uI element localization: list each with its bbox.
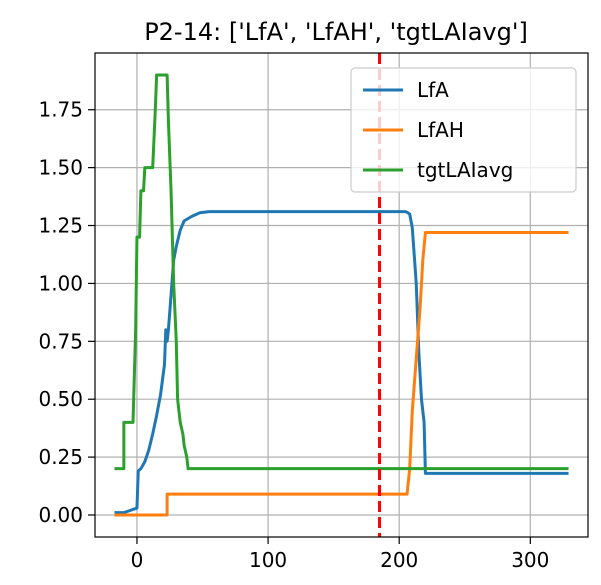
legend-label: tgtLAIavg bbox=[417, 158, 513, 182]
legend-box bbox=[350, 67, 577, 193]
y-tick-label: 1.75 bbox=[38, 98, 83, 122]
x-tick-label: 200 bbox=[380, 548, 418, 572]
x-tick-label: 0 bbox=[131, 548, 144, 572]
y-axis: 0.00 0.25 0.50 0.75 1.00 1.25 1.50 1.75 bbox=[38, 98, 95, 527]
series-lines bbox=[114, 73, 569, 517]
x-axis: 0 100 200 300 bbox=[131, 537, 549, 572]
series-line-LfAH bbox=[114, 230, 569, 517]
plot-area-frame bbox=[94, 52, 589, 538]
x-tick-label: 100 bbox=[249, 548, 287, 572]
y-tick-label: 0.00 bbox=[38, 503, 83, 527]
series-line-tgtLAIavg bbox=[114, 73, 569, 471]
legend: LfA LfAH tgtLAIavg bbox=[350, 67, 577, 193]
legend-label: LfA bbox=[417, 78, 449, 102]
legend-label: LfAH bbox=[417, 118, 464, 142]
x-tick-label: 300 bbox=[511, 548, 549, 572]
y-tick-label: 1.00 bbox=[38, 271, 83, 295]
y-tick-label: 0.75 bbox=[38, 329, 83, 353]
y-tick-label: 1.25 bbox=[38, 214, 83, 238]
series-line-LfA bbox=[114, 210, 569, 515]
y-tick-label: 0.50 bbox=[38, 387, 83, 411]
y-tick-label: 0.25 bbox=[38, 445, 83, 469]
chart-title: P2-14: ['LfA', 'LfAH', 'tgtLAIavg'] bbox=[144, 18, 528, 46]
y-tick-label: 1.50 bbox=[38, 156, 83, 180]
